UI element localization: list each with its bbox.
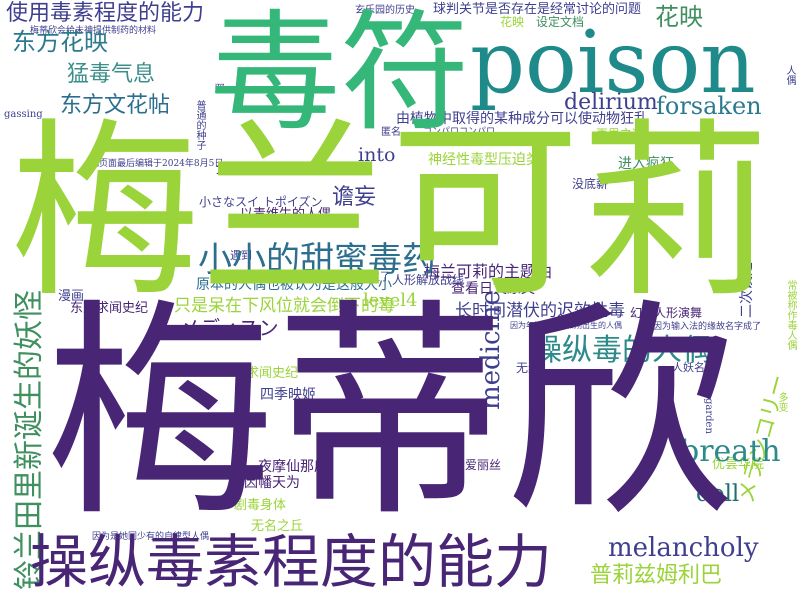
- word: 小さなスイ トポイズン: [199, 195, 323, 209]
- word: 匿名: [381, 127, 401, 138]
- word: 伪爱丽丝: [453, 458, 502, 472]
- word: 常被称作毒人偶: [785, 280, 796, 350]
- word: 普莉兹姆利巴: [590, 563, 723, 588]
- word: 东方求闻史纪: [70, 301, 149, 316]
- word: breath: [680, 434, 781, 469]
- word: 设定文档: [536, 15, 585, 29]
- word: 梅兰可莉: [10, 102, 771, 323]
- word: 邪: [212, 83, 223, 93]
- word: コンパロコンパロ: [423, 127, 496, 137]
- word: 漫画: [58, 289, 85, 304]
- word: 梅蒂欣会给未神提供制药的材料: [30, 26, 157, 36]
- word: 花映: [655, 3, 703, 31]
- word: 遇到: [230, 249, 252, 262]
- word: 754823: [688, 135, 723, 145]
- word: メディスン: [180, 316, 279, 340]
- word: 玄乐园的历史: [355, 5, 415, 16]
- word: 多变: [776, 392, 787, 412]
- word: 以毒维生的人偶: [240, 207, 332, 222]
- word: 查看日文原文: [451, 281, 535, 297]
- word: 无缘: [516, 361, 541, 375]
- word: forsaken: [656, 92, 762, 120]
- word: 求闻史纪: [246, 366, 299, 381]
- word: 夜摩仙那度: [258, 459, 328, 475]
- word: 人形解放战线: [392, 273, 465, 287]
- word: 东方文花帖: [60, 93, 171, 118]
- word: 操纵毒素程度的能力: [30, 528, 553, 596]
- word: garden: [703, 398, 714, 434]
- word: 长时间潜伏的迟效性毒: [455, 301, 625, 321]
- word: 进入疯狂: [618, 156, 674, 172]
- word: gassing: [4, 109, 43, 120]
- word: poison: [470, 13, 756, 113]
- word: 剧毒身体: [234, 498, 287, 513]
- word: 太阳花田: [216, 162, 265, 176]
- word: 梅蒂欣: [45, 281, 736, 548]
- word: 同人中成立了: [325, 270, 391, 283]
- word: 四季映姬: [260, 387, 316, 403]
- word: 神经性毒型压迫类: [428, 152, 540, 168]
- word: 幻想人形演舞: [630, 306, 703, 320]
- word: into: [358, 144, 396, 166]
- word: 小小的甜蜜毒药: [198, 240, 436, 280]
- word: 操纵毒的人偶: [532, 333, 712, 368]
- word: 毒符: [210, 0, 471, 149]
- word: 由植物中取得的某种成分可以使动物狂乱: [396, 111, 648, 127]
- word: doll: [696, 481, 740, 507]
- word: 只是呆在下风位就会倒下的毒: [174, 296, 395, 316]
- word: 因为输入法的缘故名字成了: [653, 322, 762, 332]
- word: 东方花映: [12, 28, 108, 56]
- word: 优昙华院: [712, 457, 765, 472]
- word: 人偶: [784, 65, 795, 85]
- word: 此页面最后编辑于2024年8月5日: [90, 159, 224, 169]
- word: 没底薪: [572, 177, 609, 191]
- word: 梅兰可莉的主题曲: [424, 262, 553, 281]
- word: 花映: [500, 15, 525, 29]
- word: 再思之道: [596, 127, 645, 141]
- word: melancholy: [608, 533, 759, 563]
- word: 使用毒素程度的能力: [6, 1, 205, 26]
- word: 原本的人偶也被认为是这般大小: [196, 277, 392, 293]
- word: 谵妄: [332, 185, 377, 210]
- word: 球判关节是否存在是经常讨论的问题: [433, 2, 642, 17]
- word: 因为是她同少有的自律型人偶: [92, 532, 210, 542]
- word: 普通的种子: [194, 100, 205, 150]
- word: 因为年轻的关系和刚出生的人偶: [510, 321, 622, 330]
- word: 因幡天为: [244, 475, 300, 491]
- word: 无名之丘: [251, 519, 304, 534]
- word: level4: [363, 290, 418, 311]
- word: 猛毒气息: [67, 62, 156, 87]
- word: 人妖名鉴: [672, 361, 716, 374]
- word: delirium: [564, 90, 658, 115]
